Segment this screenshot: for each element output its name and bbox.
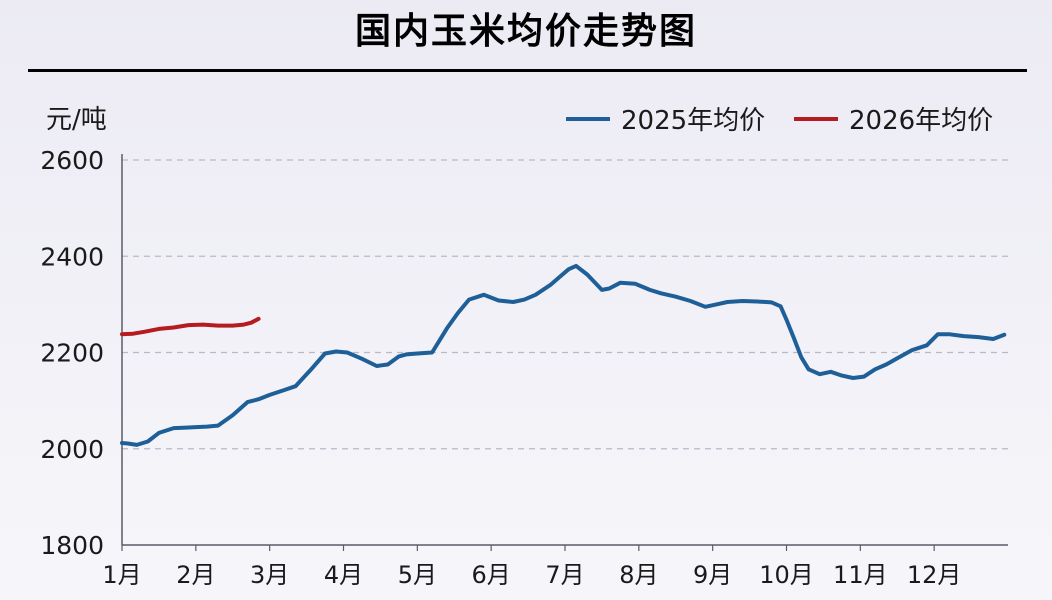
y-tick-label: 2400 [40, 242, 104, 271]
x-tick-label: 4月 [324, 561, 363, 589]
series-lines [120, 263, 1007, 447]
x-tick-label: 10月 [759, 561, 814, 589]
y-tick-label: 2600 [40, 146, 104, 175]
x-tick-label: 3月 [250, 561, 289, 589]
legend-label-2: 2026年均价 [849, 106, 993, 136]
x-tick-label: 1月 [102, 561, 141, 589]
x-tick-label: 7月 [545, 561, 584, 589]
x-tick-label: 9月 [693, 561, 732, 589]
x-tick-label: 5月 [398, 561, 437, 589]
x-tick-label: 2月 [176, 561, 215, 589]
y-tick-label: 1800 [40, 531, 104, 560]
y-axis-label: 元/吨 [46, 105, 107, 135]
legend-label-1: 2025年均价 [621, 106, 765, 136]
y-tick-label: 2200 [40, 339, 104, 368]
x-tick-label: 6月 [472, 561, 511, 589]
x-tick-label: 8月 [619, 561, 658, 589]
series-line-2 [120, 316, 261, 337]
title-divider [28, 69, 1027, 72]
legend: 2025年均价 2026年均价 [566, 106, 993, 136]
axes: 1800 2000 2200 2400 2600 1月 2月 3月 4月 5月 6月 7月 8月 9月 10… [40, 146, 1008, 589]
gridlines [122, 159, 1008, 450]
chart-title: 国内玉米均价走势图 [354, 11, 697, 52]
series-line-1 [120, 263, 1007, 447]
y-tick-label: 2000 [40, 435, 104, 464]
x-tick-label: 12月 [907, 561, 962, 589]
x-tick-label: 11月 [833, 561, 888, 589]
